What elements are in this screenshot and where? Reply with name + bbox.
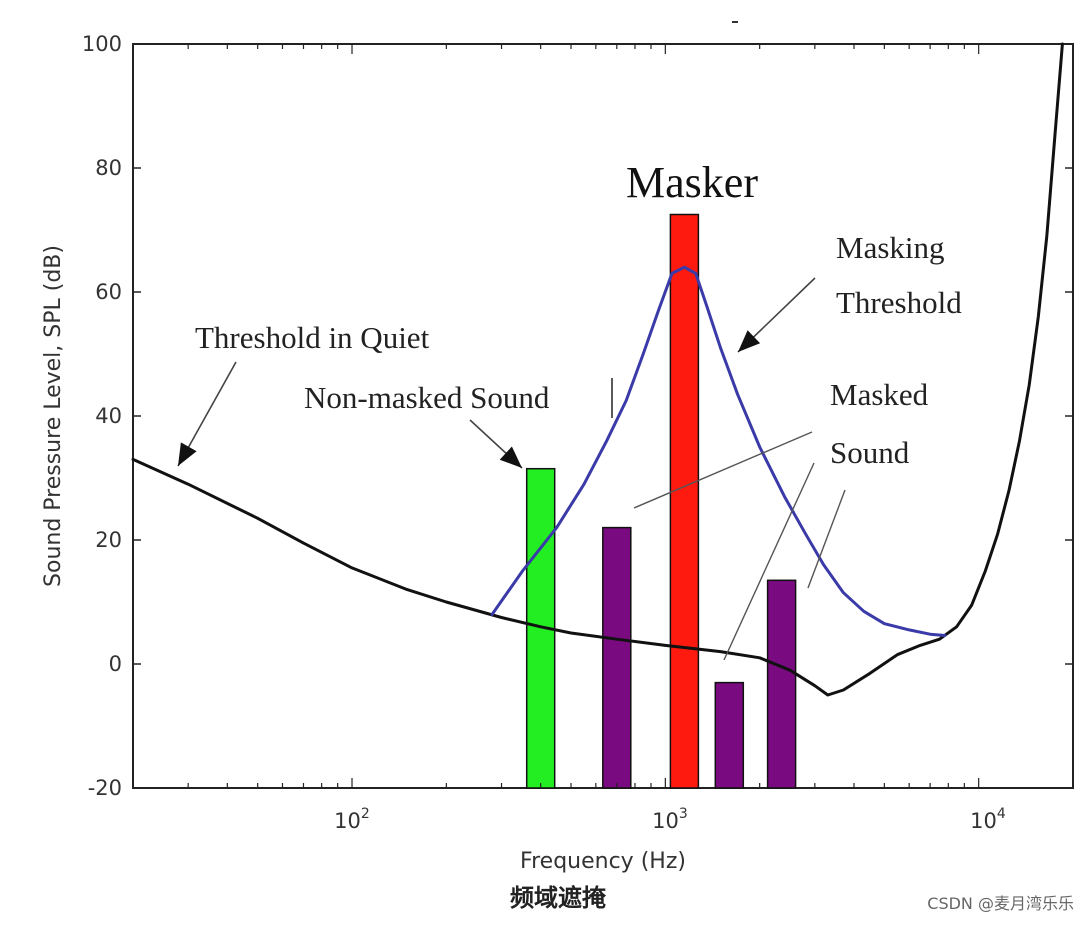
masked-sound-pointer-line bbox=[807, 489, 846, 589]
x-tick-label: 103 bbox=[652, 806, 688, 833]
y-tick-label: 100 bbox=[82, 32, 122, 56]
bar-masked-sound-3 bbox=[766, 579, 797, 789]
non-masked-sound-arrow-head bbox=[499, 446, 522, 468]
x-tick-label: 104 bbox=[970, 806, 1006, 833]
x-axis-label: Frequency (Hz) bbox=[520, 849, 686, 874]
masking-threshold-curve bbox=[490, 265, 947, 637]
masked-sound-label-line1: Masked bbox=[830, 377, 929, 412]
bar-masker bbox=[669, 213, 700, 789]
y-tick-label: 40 bbox=[95, 404, 122, 428]
masked-sound-pointer-line bbox=[723, 462, 815, 661]
threshold-in-quiet-curve bbox=[131, 42, 1064, 697]
threshold-in-quiet-arrow-head bbox=[178, 442, 197, 466]
figure-caption: 频域遮掩 bbox=[510, 884, 607, 912]
bars-layer bbox=[525, 213, 797, 789]
bar-masked-sound-2 bbox=[714, 681, 745, 789]
masker-label: Masker bbox=[626, 158, 758, 207]
ticks-layer bbox=[132, 43, 1074, 789]
y-tick-label: 0 bbox=[109, 652, 122, 676]
y-tick-labels: -20 0 20 40 60 80 100 bbox=[82, 32, 122, 800]
x-tick-label: 102 bbox=[334, 806, 370, 833]
arrows-layer bbox=[177, 21, 846, 661]
y-tick-label: 80 bbox=[95, 156, 122, 180]
x-tick-labels: 102 103 104 bbox=[334, 806, 1006, 833]
masked-sound-pointer-line bbox=[633, 431, 813, 509]
bar-masked-sound-1 bbox=[602, 526, 632, 789]
masking-threshold-arrow-head bbox=[738, 330, 761, 352]
y-tick-label: 20 bbox=[95, 528, 122, 552]
watermark: CSDN @麦月湾乐乐 bbox=[927, 894, 1074, 913]
masking-threshold-label-line2: Threshold bbox=[836, 285, 962, 320]
lines-layer bbox=[131, 42, 1064, 697]
masked-sound-label-line2: Sound bbox=[830, 435, 910, 470]
y-axis-label: Sound Pressure Level, SPL (dB) bbox=[41, 245, 66, 587]
threshold-in-quiet-label: Threshold in Quiet bbox=[195, 320, 430, 355]
y-tick-label: -20 bbox=[88, 776, 122, 800]
non-masked-sound-label: Non-masked Sound bbox=[304, 380, 550, 415]
y-tick-label: 60 bbox=[95, 280, 122, 304]
masking-threshold-label-line1: Masking bbox=[836, 230, 945, 265]
